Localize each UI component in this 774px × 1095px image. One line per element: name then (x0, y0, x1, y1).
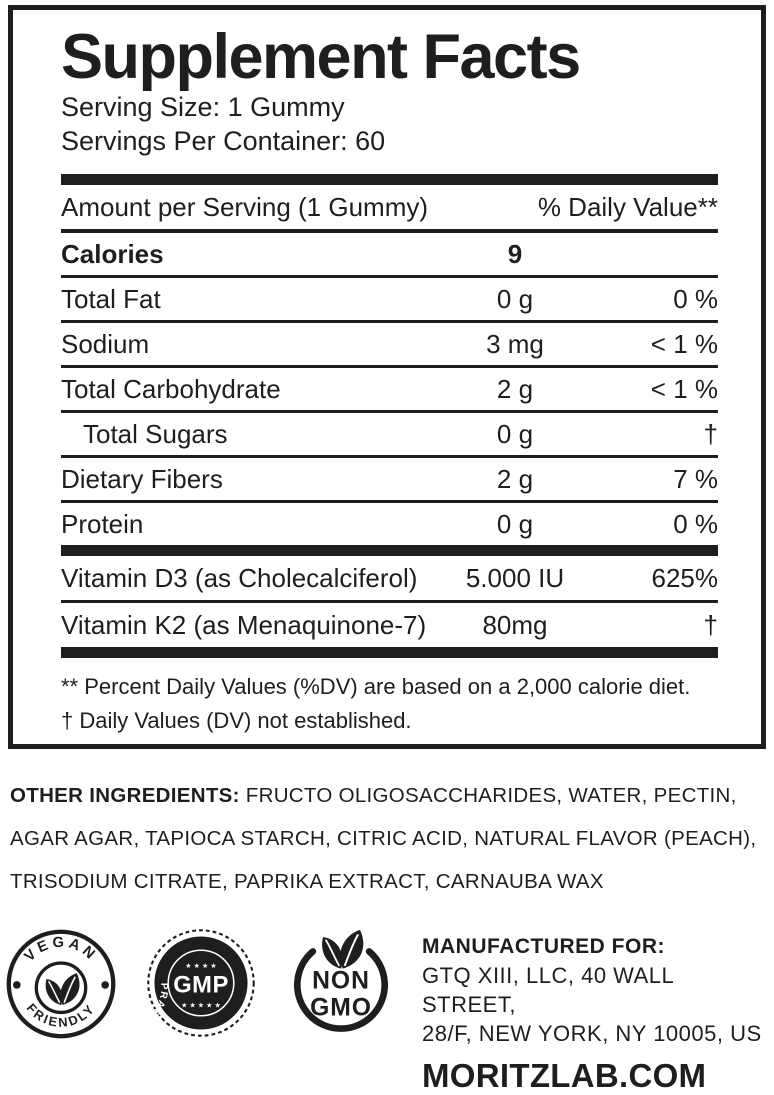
footnotes: ** Percent Daily Values (%DV) are based … (61, 670, 718, 738)
table-row: Vitamin D3 (as Cholecalciferol) 5.000 IU… (61, 556, 718, 603)
non-text: NON (312, 968, 370, 995)
nutrient-label: Sodium (61, 328, 150, 359)
other-ingredients: OTHER INGREDIENTS: FRUCTO OLIGOSACCHARID… (10, 774, 766, 903)
footnote-dv: ** Percent Daily Values (%DV) are based … (61, 674, 691, 699)
nutrient-label: Calories (61, 238, 164, 269)
nutrient-amount: 80mg (482, 609, 548, 640)
footnote-dagger: † Daily Values (DV) not established. (61, 708, 412, 733)
leaf-icon (321, 928, 365, 970)
nutrient-label: Total Fat (61, 283, 161, 314)
nutrient-amount: 0 g (496, 283, 534, 314)
nutrient-amount: 0 g (496, 508, 534, 539)
header-daily-value: % Daily Value** (537, 191, 718, 222)
table-row: Total Fat 0 g 0 % (61, 278, 718, 323)
nutrient-amount: 9 (507, 238, 523, 269)
nutrient-label: Vitamin D3 (as Cholecalciferol) (61, 562, 418, 593)
divider-bar (61, 647, 718, 658)
supplement-facts-panel: Supplement Facts Serving Size: 1 Gummy S… (8, 5, 766, 749)
nutrient-dv: 7 % (673, 463, 718, 494)
table-row: Total Sugars 0 g † (61, 413, 718, 458)
nutrient-amount: 2 g (496, 463, 534, 494)
manufactured-for-heading: MANUFACTURED FOR: (422, 935, 665, 958)
nutrient-dv: < 1 % (650, 328, 718, 359)
nutrient-dv: 625% (651, 562, 719, 593)
divider-bar (61, 174, 718, 185)
nutrient-amount: 5.000 IU (465, 562, 565, 593)
nutrient-dv: † (703, 609, 718, 640)
nutrient-label: Vitamin K2 (as Menaquinone-7) (61, 609, 427, 640)
other-ingredients-label: OTHER INGREDIENTS: (10, 784, 240, 807)
table-row: Calories 9 (61, 233, 718, 278)
other-ingredients-text: FRUCTO OLIGOSACCHARIDES, WATER, PECTIN, … (10, 784, 757, 893)
nutrient-label: Total Carbohydrate (61, 373, 281, 404)
serving-size: Serving Size: 1 Gummy (61, 92, 345, 122)
table-row: Vitamin K2 (as Menaquinone-7) 80mg † (61, 603, 718, 647)
footer: VEGAN FRIENDLY PRACTICE • GOOD MANUFACTU… (4, 923, 774, 1095)
divider-bar (61, 545, 718, 556)
panel-title: Supplement Facts (61, 22, 581, 92)
gmp-badge-icon: PRACTICE • GOOD MANUFACTURING ★ ★ ★ ★ GM… (144, 929, 255, 1037)
header-amount-per-serving: Amount per Serving (1 Gummy) (61, 191, 429, 222)
nutrient-dv: 0 % (673, 508, 718, 539)
star-icons: ★ ★ ★ ★ ★ (181, 1002, 221, 1010)
nutrient-amount: 3 mg (486, 328, 544, 359)
table-row: Protein 0 g 0 % (61, 503, 718, 545)
table-row: Dietary Fibers 2 g 7 % (61, 458, 718, 503)
manufacturer-website: MORITZLAB.COM (422, 1057, 707, 1094)
manufacturer-block: MANUFACTURED FOR: GTQ XIII, LLC, 40 WALL… (422, 933, 774, 1095)
nutrient-dv: 0 % (673, 283, 718, 314)
servings-per-container: Servings Per Container: 60 (61, 126, 386, 156)
leaf-icon (44, 972, 81, 1006)
manufacturer-address-line: 28/F, NEW YORK, NY 10005, US (422, 1021, 762, 1046)
table-row: Sodium 3 mg < 1 % (61, 323, 718, 368)
gmo-text: GMO (310, 994, 372, 1021)
nutrient-amount: 0 g (496, 418, 534, 449)
non-gmo-badge-icon: NON GMO (293, 928, 389, 1032)
nutrient-label: Protein (61, 508, 144, 539)
gmp-center-text: GMP (173, 972, 229, 999)
nutrient-label: Total Sugars (83, 418, 228, 449)
nutrient-dv: † (703, 418, 718, 449)
nutrient-amount: 2 g (496, 373, 534, 404)
certification-badges: VEGAN FRIENDLY PRACTICE • GOOD MANUFACTU… (4, 923, 398, 1043)
manufacturer-address-line: GTQ XIII, LLC, 40 WALL STREET, (422, 963, 674, 1017)
table-row: Total Carbohydrate 2 g < 1 % (61, 368, 718, 413)
nutrient-dv: < 1 % (650, 373, 718, 404)
nutrient-label: Dietary Fibers (61, 463, 223, 494)
star-icons: ★ ★ ★ ★ (185, 962, 216, 970)
vegan-friendly-badge-icon: VEGAN FRIENDLY (6, 929, 116, 1039)
table-header: Amount per Serving (1 Gummy) % Daily Val… (61, 185, 718, 233)
